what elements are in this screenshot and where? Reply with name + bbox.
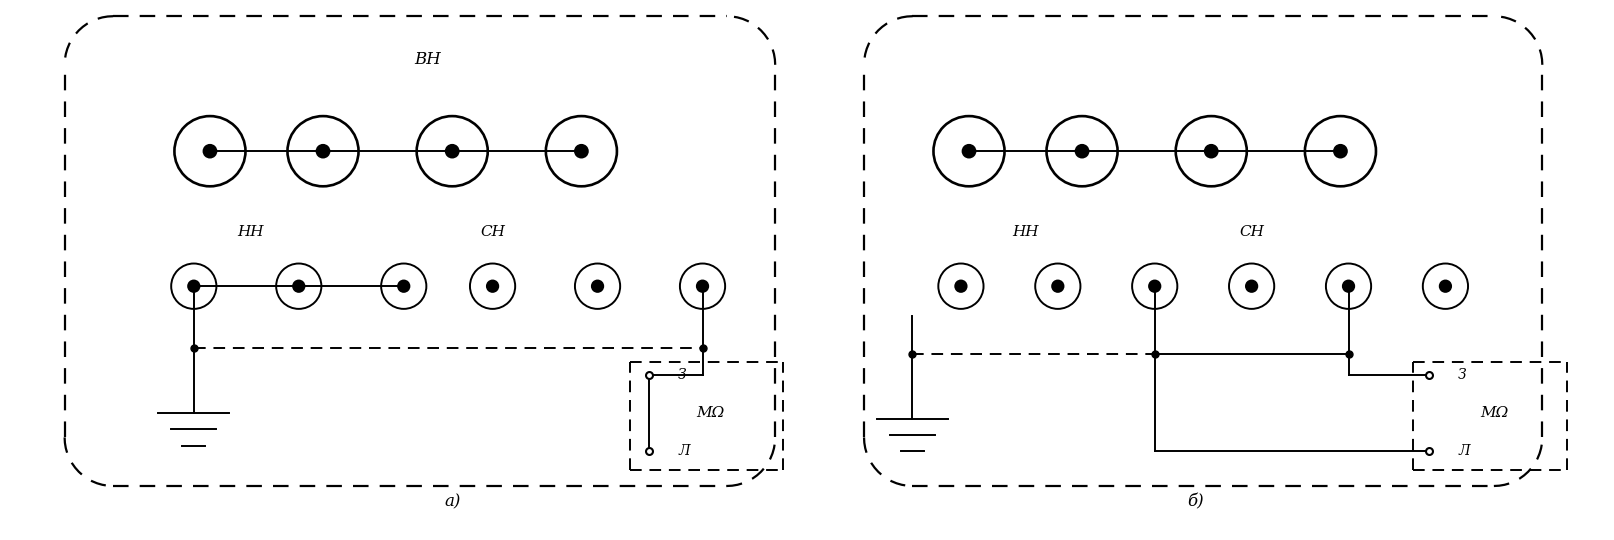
Ellipse shape xyxy=(276,264,321,309)
Ellipse shape xyxy=(445,145,458,158)
Ellipse shape xyxy=(933,116,1004,186)
Ellipse shape xyxy=(1046,116,1117,186)
Text: СН: СН xyxy=(1238,225,1264,239)
Ellipse shape xyxy=(1333,145,1346,158)
Ellipse shape xyxy=(1204,145,1217,158)
Ellipse shape xyxy=(487,281,497,292)
Ellipse shape xyxy=(1343,281,1353,292)
Text: МΩ: МΩ xyxy=(1478,406,1507,420)
Text: НН: НН xyxy=(1012,225,1038,239)
Ellipse shape xyxy=(1131,264,1177,309)
Ellipse shape xyxy=(174,116,245,186)
Ellipse shape xyxy=(1422,264,1467,309)
Ellipse shape xyxy=(287,116,358,186)
Ellipse shape xyxy=(1246,281,1256,292)
Text: а): а) xyxy=(444,494,460,511)
Ellipse shape xyxy=(316,145,329,158)
Ellipse shape xyxy=(1325,264,1370,309)
Ellipse shape xyxy=(397,281,408,292)
Text: З: З xyxy=(678,368,686,382)
Text: З: З xyxy=(1457,368,1466,382)
Ellipse shape xyxy=(1148,281,1159,292)
Ellipse shape xyxy=(1175,116,1246,186)
Ellipse shape xyxy=(1228,264,1273,309)
Text: б): б) xyxy=(1186,494,1202,511)
Ellipse shape xyxy=(696,281,707,292)
Ellipse shape xyxy=(203,145,216,158)
Ellipse shape xyxy=(679,264,725,309)
Ellipse shape xyxy=(187,281,199,292)
Text: ВН: ВН xyxy=(415,51,441,68)
Ellipse shape xyxy=(416,116,487,186)
Text: МΩ: МΩ xyxy=(696,406,725,420)
Ellipse shape xyxy=(938,264,983,309)
Ellipse shape xyxy=(575,264,620,309)
Ellipse shape xyxy=(381,264,426,309)
Text: Л: Л xyxy=(1457,444,1469,458)
Ellipse shape xyxy=(294,281,305,292)
Ellipse shape xyxy=(591,281,604,292)
Ellipse shape xyxy=(171,264,216,309)
Ellipse shape xyxy=(1440,281,1449,292)
Text: Л: Л xyxy=(678,444,689,458)
Text: НН: НН xyxy=(237,225,263,239)
Ellipse shape xyxy=(470,264,515,309)
Ellipse shape xyxy=(546,116,617,186)
Ellipse shape xyxy=(575,145,587,158)
Ellipse shape xyxy=(962,145,975,158)
Ellipse shape xyxy=(954,281,965,292)
Ellipse shape xyxy=(1075,145,1088,158)
Ellipse shape xyxy=(1304,116,1375,186)
Ellipse shape xyxy=(1052,281,1062,292)
Text: СН: СН xyxy=(479,225,505,239)
Ellipse shape xyxy=(1035,264,1080,309)
